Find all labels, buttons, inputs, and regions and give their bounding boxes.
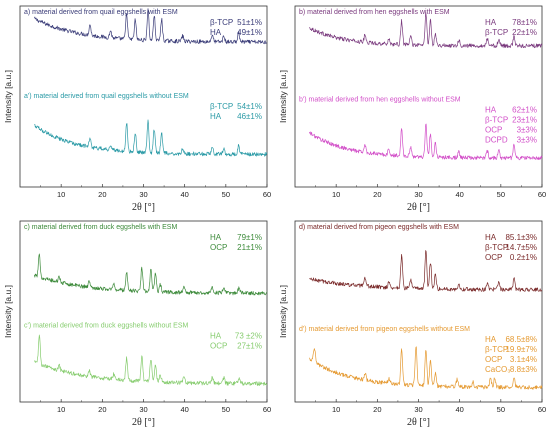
panel-c: 10 20 30 40 50 60 2θ [°] Intensity [a.u.] c) mat… [0, 215, 275, 429]
phase-value: 85.1±3% [505, 233, 537, 242]
phase-name: HA [210, 332, 222, 341]
phase-value: 22±1% [512, 28, 537, 37]
x-tick-label: 10 [57, 190, 65, 199]
phase-name: CaCO₃ [485, 365, 510, 374]
phase-value: 68.5±8% [505, 335, 537, 344]
chart-svg: 10 20 30 40 50 60 2θ [°] Intensity [a.u.] b) mat… [278, 5, 546, 213]
x-tick-label: 10 [57, 405, 65, 414]
phase-name: HA [485, 18, 497, 27]
x-tick-label: 20 [98, 190, 106, 199]
chart-svg: 10 20 30 40 50 60 2θ [°] Intensity [a.u.] c) mat… [3, 220, 271, 428]
phase-value: 0.2±1% [510, 253, 537, 262]
phase-value: 19.9±7% [505, 345, 537, 354]
series-label: c) material derived from duck eggshells … [24, 224, 177, 231]
x-tick-label: 50 [222, 190, 230, 199]
x-tick-label: 50 [497, 190, 505, 199]
xrd-trace-with-esm [309, 250, 543, 292]
phase-value: 8.8±3% [510, 365, 537, 374]
y-axis-label: Intensity [a.u.] [3, 70, 13, 123]
phase-value: 3.1±4% [510, 355, 537, 364]
phase-name: β-TCP [485, 116, 508, 125]
y-axis-label: Intensity [a.u.] [3, 285, 13, 338]
phase-name: β-TCP [485, 243, 508, 252]
series-label: b') material derived from hen eggshells … [299, 97, 461, 104]
phase-value: 3±3% [517, 136, 537, 145]
phase-name: β-TCP [485, 345, 508, 354]
xrd-trace-with-esm [34, 8, 268, 45]
phase-value: 62±1% [512, 106, 537, 115]
phase-name: DCPD [485, 136, 508, 145]
x-axis-label: 2θ [°] [407, 417, 430, 428]
phase-name: OCP [485, 126, 502, 135]
x-tick-label: 40 [455, 405, 463, 414]
xrd-trace-without-esm [34, 119, 268, 157]
x-tick-label: 10 [332, 190, 340, 199]
phase-name: OCP [485, 355, 502, 364]
panel-a: 10 20 30 40 50 60 2θ [°] Intensity [a.u.] a) mat… [0, 0, 275, 214]
series-label: b) material derived from hen eggshells w… [299, 9, 450, 16]
phase-name: HA [485, 106, 497, 115]
phase-name: β-TCP [210, 18, 233, 27]
phase-value: 51±1% [237, 18, 262, 27]
x-tick-label: 60 [538, 190, 546, 199]
x-axis-label: 2θ [°] [407, 202, 430, 213]
phase-name: OCP [485, 253, 502, 262]
phase-name: OCP [210, 342, 227, 351]
x-tick-label: 10 [332, 405, 340, 414]
series-label: d') material derived from pigeon eggshel… [299, 326, 470, 333]
phase-name: HA [210, 233, 222, 242]
phase-name: β-TCP [485, 28, 508, 37]
x-tick-label: 50 [497, 405, 505, 414]
x-tick-label: 30 [139, 405, 147, 414]
x-tick-label: 20 [373, 405, 381, 414]
phase-name: OCP [210, 243, 227, 252]
phase-name: HA [485, 335, 497, 344]
x-tick-label: 60 [263, 405, 271, 414]
x-tick-label: 60 [263, 190, 271, 199]
x-tick-label: 30 [414, 190, 422, 199]
phase-name: HA [485, 233, 497, 242]
series-label: a) material derived from quail eggshells… [24, 9, 178, 16]
phase-value: 49±1% [237, 28, 262, 37]
x-tick-label: 30 [414, 405, 422, 414]
phase-value: 14.7±5% [505, 243, 537, 252]
x-tick-label: 20 [373, 190, 381, 199]
y-axis-label: Intensity [a.u.] [278, 285, 288, 338]
phase-value: 23±1% [512, 116, 537, 125]
xrd-trace-with-esm [34, 253, 268, 296]
phase-value: 78±1% [512, 18, 537, 27]
phase-value: 27±1% [237, 342, 262, 351]
x-axis-label: 2θ [°] [132, 202, 155, 213]
phase-value: 21±1% [237, 243, 262, 252]
x-tick-label: 30 [139, 190, 147, 199]
phase-value: 73 ±2% [235, 332, 262, 341]
x-tick-label: 60 [538, 405, 546, 414]
phase-value: 3±3% [517, 126, 537, 135]
x-tick-label: 40 [180, 405, 188, 414]
x-tick-label: 40 [180, 190, 188, 199]
chart-svg: 10 20 30 40 50 60 2θ [°] Intensity [a.u.] a) mat… [3, 5, 271, 213]
chart-svg: 10 20 30 40 50 60 2θ [°] Intensity [a.u.] d) mat… [278, 220, 546, 428]
xrd-trace-without-esm [34, 334, 268, 386]
panel-b: 10 20 30 40 50 60 2θ [°] Intensity [a.u.] b) mat… [275, 0, 550, 214]
phase-value: 79±1% [237, 233, 262, 242]
y-axis-label: Intensity [a.u.] [278, 70, 288, 123]
x-tick-label: 50 [222, 405, 230, 414]
x-tick-label: 20 [98, 405, 106, 414]
xrd-trace-without-esm [309, 346, 543, 390]
phase-value: 54±1% [237, 102, 262, 111]
phase-name: β-TCP [210, 102, 233, 111]
series-label: a') material derived from quail eggshell… [24, 93, 189, 100]
x-axis-label: 2θ [°] [132, 417, 155, 428]
xrd-trace-with-esm [309, 11, 543, 49]
xrd-trace-without-esm [309, 123, 543, 161]
series-label: c') material derived from duck eggshells… [24, 323, 189, 330]
phase-name: HA [210, 112, 222, 121]
panel-d: 10 20 30 40 50 60 2θ [°] Intensity [a.u.] d) mat… [275, 215, 550, 429]
series-label: d) material derived from pigeon eggshell… [299, 224, 459, 231]
phase-value: 46±1% [237, 112, 262, 121]
x-tick-label: 40 [455, 190, 463, 199]
phase-name: HA [210, 28, 222, 37]
